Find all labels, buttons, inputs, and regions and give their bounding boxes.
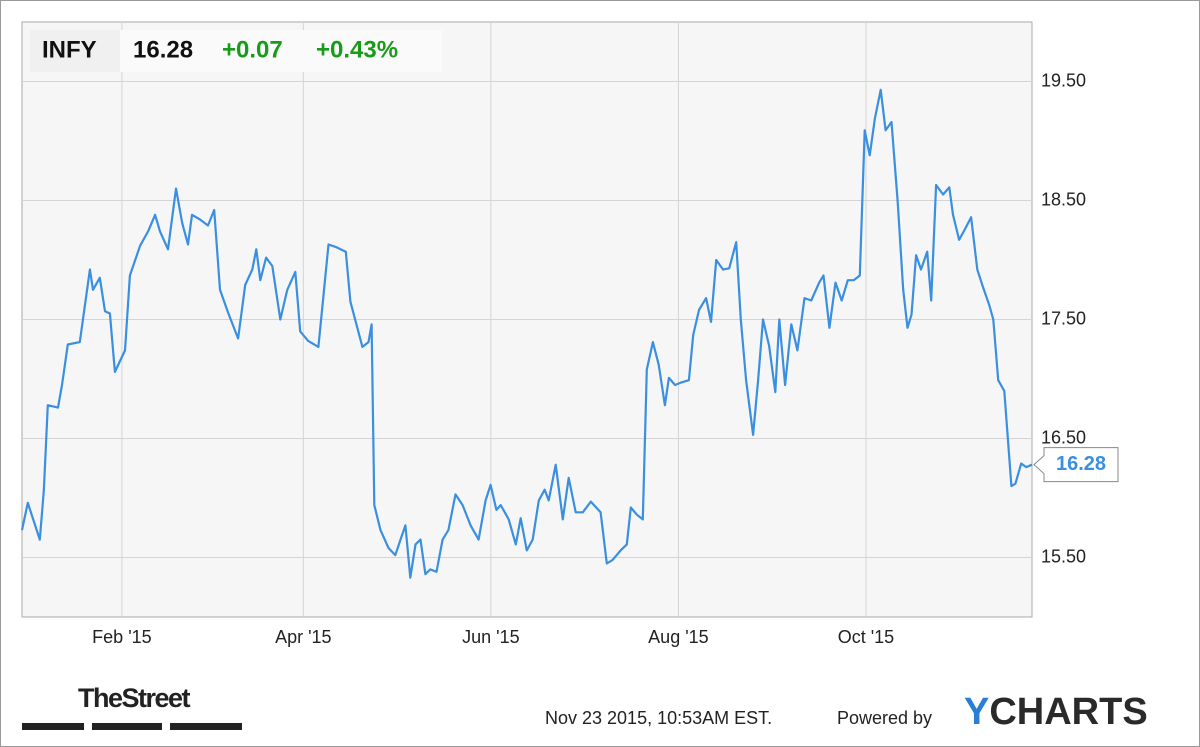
logo-bar bbox=[170, 723, 242, 730]
price-line bbox=[20, 88, 1033, 579]
y-tick-label: 19.50 bbox=[1041, 70, 1086, 90]
last-value-callout bbox=[1033, 447, 1119, 483]
logo-bar bbox=[92, 723, 162, 730]
y-tick-label: 16.50 bbox=[1041, 427, 1086, 447]
powered-by: Powered by bbox=[837, 708, 932, 728]
change-percent: +0.43% bbox=[316, 36, 398, 63]
x-tick-label: Oct '15 bbox=[838, 627, 894, 647]
symbol-box bbox=[30, 30, 120, 72]
source-logo: TheStreet bbox=[78, 683, 191, 713]
timestamp: Nov 23 2015, 10:53AM EST. bbox=[545, 708, 772, 728]
grid bbox=[22, 22, 1032, 617]
x-tick-label: Feb '15 bbox=[92, 627, 151, 647]
plot bbox=[20, 88, 1033, 579]
logo-bar bbox=[22, 723, 84, 730]
x-tick-label: Apr '15 bbox=[275, 627, 331, 647]
logo-mark: Y bbox=[964, 691, 989, 733]
symbol: INFY bbox=[42, 36, 97, 63]
price: 16.28 bbox=[133, 36, 193, 63]
x-tick-label: Jun '15 bbox=[462, 627, 519, 647]
y-tick-label: 17.50 bbox=[1041, 308, 1086, 328]
x-tick-label: Aug '15 bbox=[648, 627, 709, 647]
last-value-label: 16.28 bbox=[1056, 453, 1106, 475]
change: +0.07 bbox=[222, 36, 283, 63]
y-tick-label: 18.50 bbox=[1041, 189, 1086, 209]
logo-text: CHARTS bbox=[989, 691, 1147, 733]
y-tick-label: 15.50 bbox=[1041, 546, 1086, 566]
ycharts-logo: YCHARTS bbox=[964, 691, 1148, 733]
